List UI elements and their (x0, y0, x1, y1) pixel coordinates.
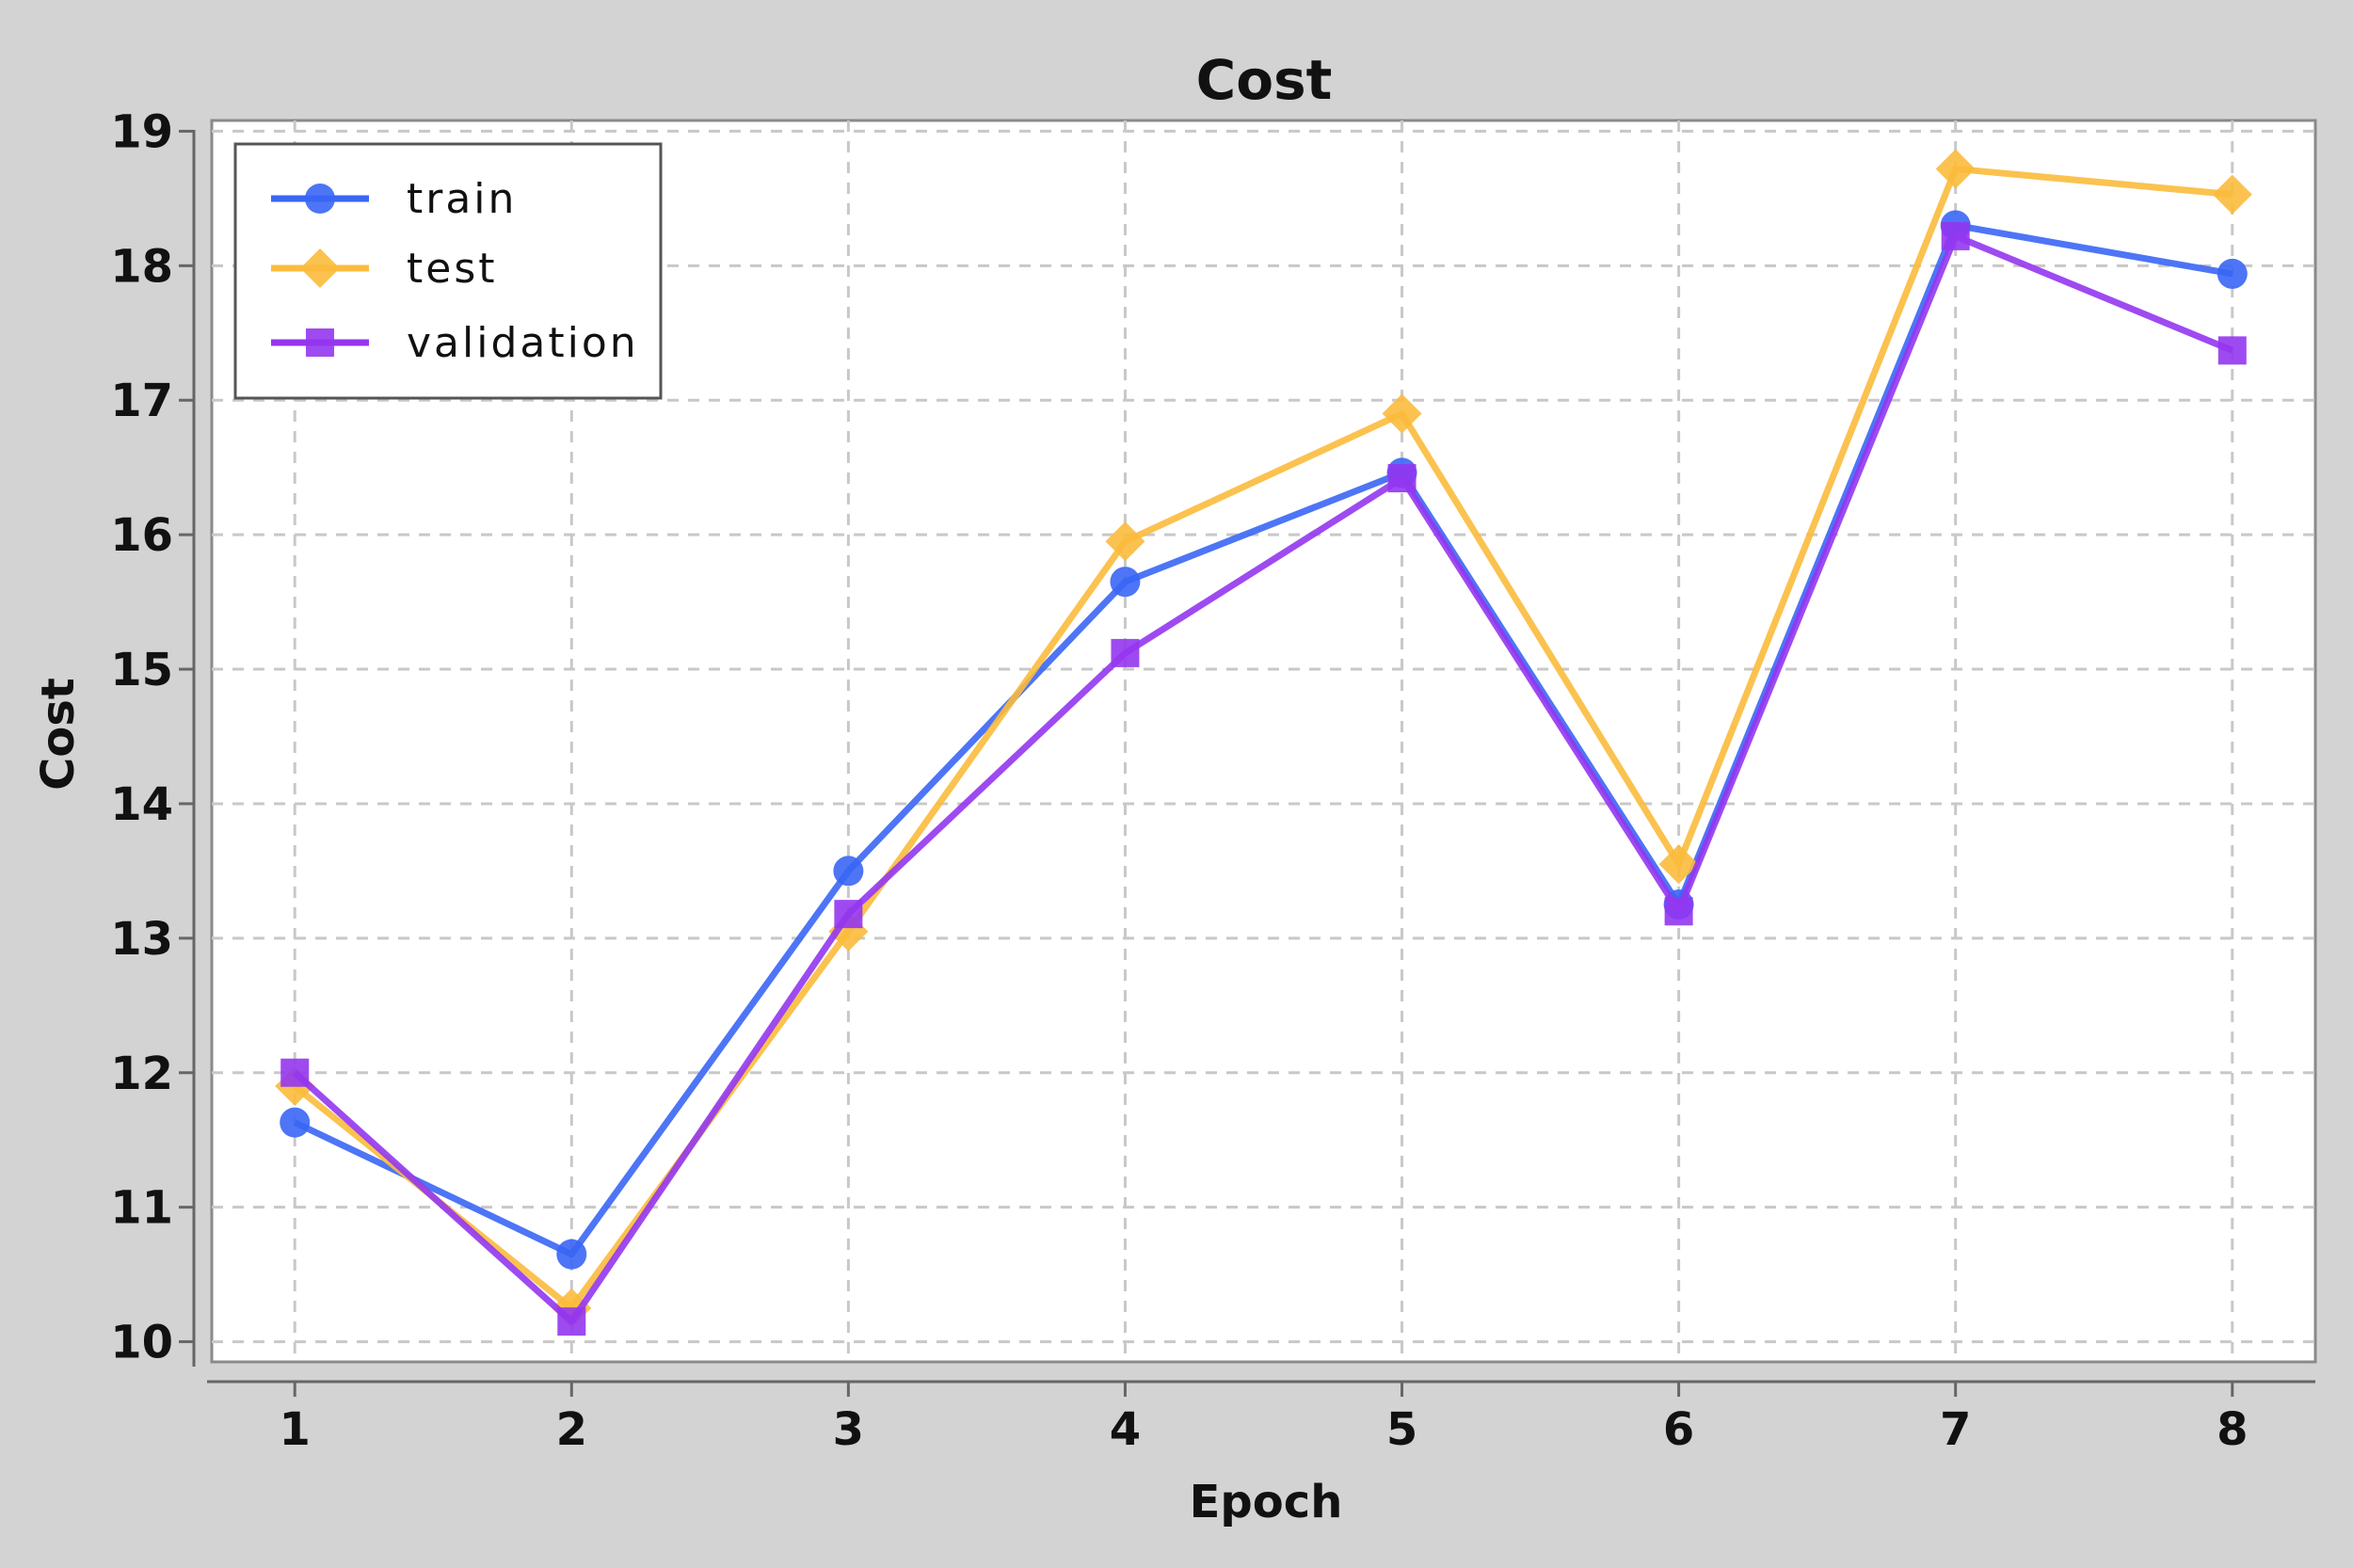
data-point-validation (834, 900, 863, 929)
x-tick-label: 3 (833, 1403, 864, 1456)
y-tick-label: 17 (110, 375, 173, 427)
y-tick-label: 14 (110, 778, 173, 831)
data-point-train (2217, 258, 2248, 289)
legend-label-train: train (407, 175, 517, 223)
y-tick-label: 12 (110, 1048, 173, 1100)
series-validation (280, 221, 2247, 1336)
y-tick-label: 15 (110, 644, 173, 696)
series-layer (275, 149, 2252, 1336)
x-axis-label: Epoch (1190, 1476, 1343, 1528)
legend-marker-train (305, 184, 335, 214)
y-tick-label: 13 (110, 913, 173, 966)
data-point-test (1935, 149, 1976, 189)
x-tick-label: 6 (1663, 1403, 1694, 1456)
data-point-validation (1664, 897, 1693, 926)
data-point-train (1110, 567, 1141, 598)
data-point-test (1105, 521, 1145, 562)
chart-title: Cost (1196, 48, 1333, 112)
data-point-test (1658, 844, 1699, 885)
x-tick-label: 5 (1386, 1403, 1417, 1456)
x-tick-label: 4 (1110, 1403, 1141, 1456)
y-tick-label: 19 (110, 105, 173, 158)
data-point-validation (557, 1307, 586, 1336)
data-point-test (1382, 393, 1422, 434)
series-line-validation (292, 232, 2234, 1325)
x-tick-label: 1 (280, 1403, 311, 1456)
data-point-validation (2217, 336, 2247, 365)
x-tick-label: 8 (2217, 1403, 2248, 1456)
series-line-test (293, 165, 2233, 1312)
x-tick-label: 2 (556, 1403, 587, 1456)
legend-label-test: test (407, 245, 498, 293)
x-tick-label: 7 (1940, 1403, 1971, 1456)
data-point-train (556, 1239, 587, 1270)
data-point-train (833, 856, 864, 887)
series-line-train (293, 221, 2233, 1258)
legend-label-validation: validation (407, 319, 639, 367)
data-point-validation (1941, 221, 1970, 250)
data-point-validation (1387, 464, 1417, 493)
y-tick-label: 16 (110, 509, 173, 562)
data-point-train (280, 1107, 311, 1138)
series-test (275, 149, 2252, 1328)
y-tick-label: 18 (110, 240, 173, 293)
data-point-validation (280, 1058, 310, 1087)
legend-marker-validation (306, 328, 334, 357)
y-tick-label: 10 (110, 1317, 173, 1369)
data-point-test (2212, 174, 2252, 215)
legend-marker-test (300, 248, 340, 288)
legend: train test validation (233, 142, 663, 400)
y-tick-label: 11 (110, 1182, 173, 1235)
y-axis-label: Cost (32, 678, 85, 791)
data-point-validation (1111, 638, 1140, 667)
